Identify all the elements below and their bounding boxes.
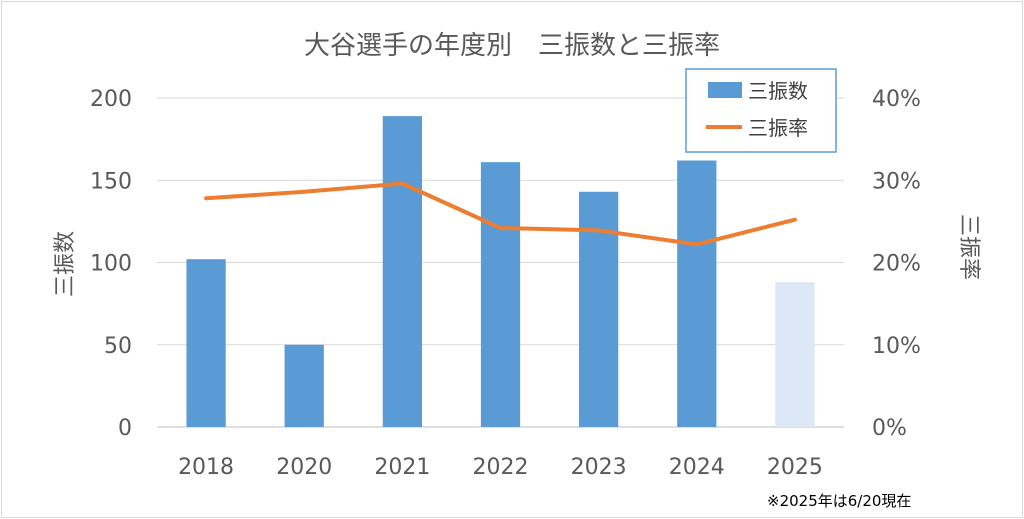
right-axis-ticks: 0% 10% 20% 30% 40% <box>872 87 921 441</box>
legend: 三振数 三振率 <box>685 68 837 153</box>
y-tick-label: 0 <box>118 416 132 441</box>
y2-tick-label: 30% <box>872 169 921 194</box>
bar <box>186 259 226 427</box>
y-axis-title: 三振数 <box>53 231 78 297</box>
x-tick-label: 2018 <box>178 455 234 480</box>
footnote: ※2025年は6/20現在 <box>767 492 911 510</box>
strikeout-rate-line <box>204 181 797 247</box>
y2-tick-label: 10% <box>872 334 921 359</box>
left-axis-ticks: 0 50 100 150 200 <box>90 87 132 441</box>
y2-tick-label: 40% <box>872 87 921 112</box>
line-series <box>204 181 797 247</box>
x-tick-label: 2022 <box>473 455 529 480</box>
legend-swatch-bar <box>708 82 742 98</box>
bar <box>579 191 619 427</box>
bar <box>284 344 324 427</box>
chart-title: 大谷選手の年度別 三振数と三振率 <box>304 31 720 61</box>
bar-series <box>186 116 815 427</box>
bar <box>677 160 717 427</box>
y-tick-label: 100 <box>90 252 132 277</box>
y2-tick-label: 0% <box>872 416 907 441</box>
x-tick-label: 2023 <box>571 455 627 480</box>
x-tick-label: 2020 <box>276 455 332 480</box>
y-tick-label: 200 <box>90 87 132 112</box>
bar <box>382 116 422 427</box>
bar <box>775 282 815 427</box>
y-tick-label: 50 <box>104 334 132 359</box>
x-tick-label: 2024 <box>669 455 725 480</box>
y2-axis-title: 三振率 <box>956 214 981 280</box>
y2-tick-label: 20% <box>872 252 921 277</box>
y-tick-label: 150 <box>90 169 132 194</box>
x-tick-label: 2021 <box>374 455 430 480</box>
legend-label-bar: 三振数 <box>748 79 808 103</box>
x-tick-label: 2025 <box>767 455 823 480</box>
bar <box>480 162 521 427</box>
legend-label-line: 三振率 <box>748 116 808 140</box>
x-axis-ticks: 2018 2020 2021 2022 2023 2024 2025 <box>178 455 823 480</box>
